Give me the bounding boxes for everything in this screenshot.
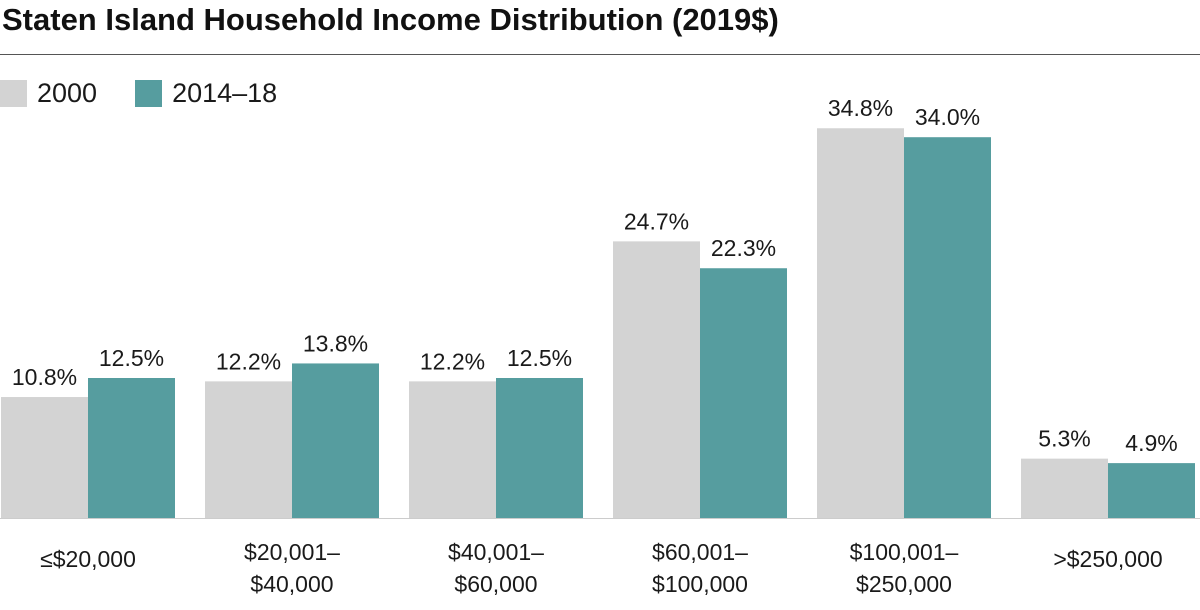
data-label-2000-0: 10.8% — [12, 364, 77, 390]
bar-2000-0 — [1, 397, 88, 518]
data-label-2014-18-4: 34.0% — [915, 104, 980, 130]
legend-swatch-2014-18 — [135, 80, 163, 107]
data-label-2000-3: 24.7% — [624, 208, 689, 234]
category-label-0-0: ≤$20,000 — [40, 546, 136, 572]
data-label-2000-1: 12.2% — [216, 348, 281, 374]
category-label-1-1: $40,000 — [250, 571, 333, 597]
data-label-2014-18-0: 12.5% — [99, 345, 164, 371]
bar-2000-1 — [205, 381, 292, 518]
data-label-2000-5: 5.3% — [1038, 426, 1090, 452]
bar-2000-5 — [1021, 458, 1108, 518]
bar-2014-18-1 — [292, 363, 379, 518]
legend-label-2000: 2000 — [37, 78, 98, 108]
data-label-2014-18-2: 12.5% — [507, 345, 572, 371]
title-divider — [0, 54, 1200, 55]
bar-2000-4 — [817, 128, 904, 519]
bar-2014-18-4 — [904, 137, 991, 518]
category-label-5-0: >$250,000 — [1053, 546, 1162, 572]
data-label-2014-18-1: 13.8% — [303, 330, 368, 356]
legend-item-2014-18: 2014–18 — [135, 78, 277, 109]
bar-2014-18-3 — [700, 268, 787, 518]
chart-title: Staten Island Household Income Distribut… — [2, 2, 779, 37]
bar-2000-3 — [613, 241, 700, 519]
data-label-2000-4: 34.8% — [828, 95, 893, 121]
data-label-2014-18-3: 22.3% — [711, 235, 776, 261]
category-label-4-0: $100,001– — [850, 539, 959, 565]
bar-2014-18-0 — [88, 378, 175, 518]
bar-2014-18-2 — [496, 378, 583, 518]
legend-item-2000: 2000 — [0, 78, 97, 109]
category-label-1-0: $20,001– — [244, 539, 340, 565]
bar-2014-18-5 — [1108, 463, 1195, 518]
category-label-2-0: $40,001– — [448, 539, 544, 565]
category-label-2-1: $60,000 — [454, 571, 537, 597]
legend: 2000 2014–18 — [0, 78, 315, 109]
data-label-2014-18-5: 4.9% — [1125, 430, 1177, 456]
legend-swatch-2000 — [0, 80, 27, 107]
legend-label-2014-18: 2014–18 — [172, 78, 278, 108]
category-label-4-1: $250,000 — [856, 571, 952, 597]
category-label-3-1: $100,000 — [652, 571, 748, 597]
category-label-3-0: $60,001– — [652, 539, 748, 565]
bar-2000-2 — [409, 381, 496, 518]
data-label-2000-2: 12.2% — [420, 348, 485, 374]
